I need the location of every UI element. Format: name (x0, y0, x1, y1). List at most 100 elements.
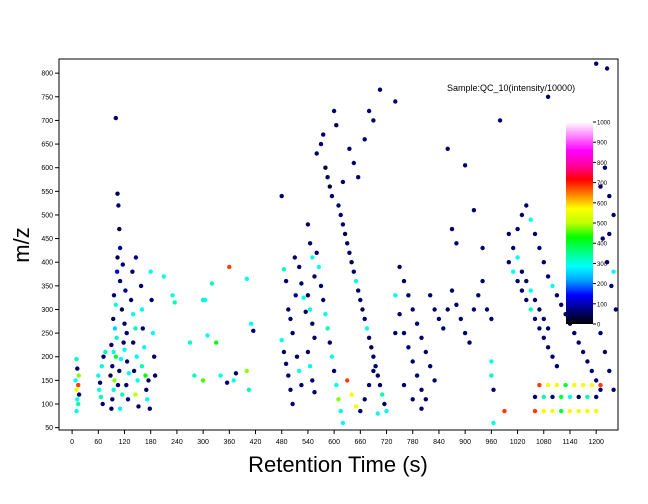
data-point (140, 326, 145, 331)
data-point (281, 349, 287, 355)
data-point (364, 326, 370, 331)
data-point (369, 345, 374, 350)
data-point (150, 330, 156, 336)
x-tick-label: 840 (433, 439, 445, 446)
data-point (117, 245, 123, 251)
data-point (375, 411, 380, 416)
data-point (607, 231, 612, 237)
data-point (76, 392, 82, 397)
y-tick-label: 700 (41, 118, 53, 125)
data-point (607, 368, 612, 374)
data-point (74, 356, 79, 362)
data-point (585, 359, 590, 364)
data-point (288, 316, 293, 322)
data-point (123, 288, 128, 293)
data-point (116, 203, 121, 208)
data-point (297, 264, 302, 270)
data-point (489, 316, 494, 322)
data-point (432, 307, 437, 312)
x-tick-label: 60 (94, 439, 102, 446)
data-point (74, 408, 79, 414)
data-point (109, 342, 114, 348)
data-point (115, 191, 120, 196)
data-point (580, 349, 586, 355)
data-point (214, 340, 219, 345)
data-point (325, 175, 330, 180)
data-point (393, 99, 398, 104)
y-tick-label: 250 (41, 331, 53, 338)
data-point (515, 255, 520, 260)
data-point (113, 354, 119, 359)
data-point (114, 335, 119, 340)
data-point (100, 401, 105, 407)
colorbar-tick-label: 100 (597, 302, 608, 308)
data-point (109, 406, 114, 411)
data-point (554, 293, 560, 298)
data-point (75, 366, 80, 371)
data-point (314, 250, 319, 255)
data-point (286, 307, 291, 312)
data-point (419, 335, 424, 340)
data-point (76, 373, 81, 378)
x-tick-label: 480 (276, 439, 288, 446)
data-point (419, 406, 424, 411)
data-point (310, 321, 315, 326)
x-tick-label: 420 (250, 439, 262, 446)
data-point (329, 354, 335, 359)
y-tick-label: 100 (41, 402, 53, 409)
x-tick-label: 600 (328, 439, 340, 446)
data-point (609, 283, 614, 289)
data-point (545, 345, 551, 350)
data-point (122, 321, 127, 326)
data-point (362, 137, 367, 142)
data-point (290, 330, 295, 336)
colorbar-tick-label: 1000 (597, 121, 611, 127)
data-point (224, 380, 230, 385)
data-point (96, 373, 101, 378)
data-point (73, 378, 78, 383)
data-point (585, 408, 590, 414)
data-point (120, 262, 126, 267)
data-point (382, 401, 387, 407)
data-point (139, 364, 145, 369)
data-point (559, 408, 564, 414)
colorbar-tick-label: 900 (597, 141, 608, 147)
data-point (458, 316, 463, 322)
data-point (111, 293, 117, 298)
data-point (345, 378, 350, 383)
data-point (342, 231, 348, 237)
y-axis-label: m/z (9, 227, 34, 262)
data-point (401, 330, 407, 336)
data-point (611, 212, 616, 218)
data-point (567, 408, 573, 414)
data-point (454, 241, 459, 246)
data-point (203, 297, 208, 303)
data-point (145, 397, 150, 402)
data-point (122, 347, 127, 352)
data-point (97, 380, 103, 385)
data-point (74, 387, 79, 392)
data-point (299, 281, 304, 286)
data-point (423, 397, 428, 402)
data-point (118, 356, 124, 362)
data-point (292, 255, 297, 260)
data-point (340, 222, 346, 227)
data-point (124, 382, 129, 388)
y-tick-label: 750 (41, 94, 53, 101)
x-axis-label: Retention Time (s) (248, 452, 428, 477)
data-point (491, 420, 496, 426)
data-point (143, 373, 148, 378)
data-point (360, 307, 365, 312)
data-point (598, 382, 603, 388)
data-point (576, 394, 581, 400)
data-point (358, 297, 363, 303)
data-point (161, 274, 166, 279)
data-point (318, 283, 324, 289)
data-point (233, 371, 239, 376)
data-point (133, 255, 139, 260)
data-point (532, 231, 538, 237)
data-point (545, 274, 551, 279)
data-point (397, 312, 402, 317)
data-point (362, 316, 367, 322)
data-point (312, 390, 317, 395)
